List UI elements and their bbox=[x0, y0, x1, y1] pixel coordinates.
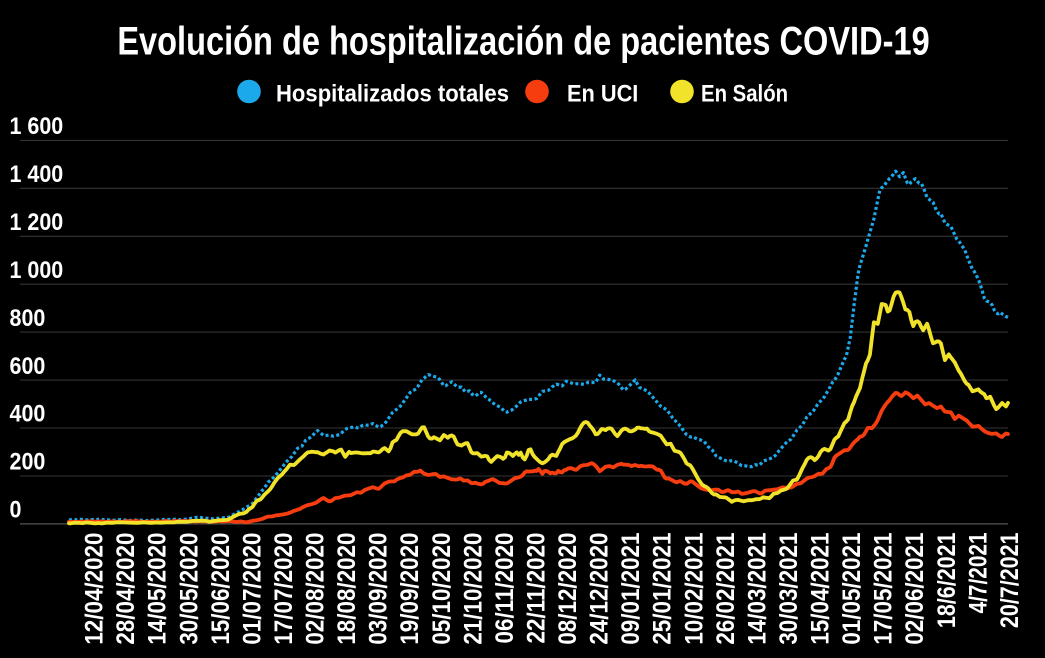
svg-text:1 000: 1 000 bbox=[10, 256, 64, 283]
svg-text:17/07/2020: 17/07/2020 bbox=[271, 533, 298, 645]
svg-text:22/11/2020: 22/11/2020 bbox=[523, 533, 550, 644]
svg-text:600: 600 bbox=[10, 352, 46, 379]
svg-text:24/12/2020: 24/12/2020 bbox=[587, 533, 614, 645]
svg-text:400: 400 bbox=[10, 400, 46, 427]
svg-text:4/7/2021: 4/7/2021 bbox=[963, 532, 991, 613]
svg-text:En UCI: En UCI bbox=[567, 80, 638, 107]
svg-text:14/05/2020: 14/05/2020 bbox=[145, 533, 172, 645]
svg-text:02/06/2021: 02/06/2021 bbox=[902, 533, 929, 645]
svg-text:26/02/2021: 26/02/2021 bbox=[713, 533, 740, 645]
svg-text:03/09/2020: 03/09/2020 bbox=[366, 533, 393, 645]
svg-text:21/10/2020: 21/10/2020 bbox=[460, 533, 487, 645]
svg-text:12/04/2020: 12/04/2020 bbox=[82, 533, 109, 645]
svg-text:0: 0 bbox=[10, 495, 22, 522]
svg-text:25/01/2021: 25/01/2021 bbox=[650, 533, 677, 645]
svg-text:800: 800 bbox=[10, 304, 46, 331]
svg-text:18/6/2021: 18/6/2021 bbox=[932, 532, 960, 628]
svg-text:18/08/2020: 18/08/2020 bbox=[334, 533, 361, 645]
svg-text:14/03/2021: 14/03/2021 bbox=[744, 533, 771, 645]
svg-text:10/02/2021: 10/02/2021 bbox=[681, 533, 708, 645]
svg-text:02/08/2020: 02/08/2020 bbox=[302, 533, 329, 645]
svg-text:15/06/2020: 15/06/2020 bbox=[208, 533, 235, 645]
svg-text:Hospitalizados totales: Hospitalizados totales bbox=[276, 80, 509, 107]
svg-text:1 400: 1 400 bbox=[10, 160, 64, 187]
svg-text:01/05/2021: 01/05/2021 bbox=[839, 533, 866, 645]
svg-text:Evolución de hospitalización d: Evolución de hospitalización de paciente… bbox=[117, 18, 929, 63]
svg-text:1 200: 1 200 bbox=[10, 208, 64, 235]
svg-text:06/11/2020: 06/11/2020 bbox=[492, 533, 519, 644]
svg-text:17/05/2021: 17/05/2021 bbox=[871, 533, 898, 645]
svg-text:15/04/2021: 15/04/2021 bbox=[807, 533, 834, 645]
svg-text:08/12/2020: 08/12/2020 bbox=[555, 533, 582, 645]
svg-text:30/05/2020: 30/05/2020 bbox=[176, 533, 203, 645]
svg-text:05/10/2020: 05/10/2020 bbox=[429, 533, 456, 645]
svg-text:30/03/2021: 30/03/2021 bbox=[776, 533, 803, 645]
svg-text:200: 200 bbox=[10, 448, 46, 475]
svg-text:28/04/2020: 28/04/2020 bbox=[113, 533, 140, 645]
svg-text:En Salón: En Salón bbox=[701, 80, 788, 107]
svg-text:20/7/2021: 20/7/2021 bbox=[995, 532, 1023, 628]
svg-text:1 600: 1 600 bbox=[10, 112, 64, 139]
svg-text:09/01/2021: 09/01/2021 bbox=[618, 533, 645, 645]
svg-text:01/07/2020: 01/07/2020 bbox=[239, 533, 266, 645]
svg-text:19/09/2020: 19/09/2020 bbox=[397, 533, 424, 645]
